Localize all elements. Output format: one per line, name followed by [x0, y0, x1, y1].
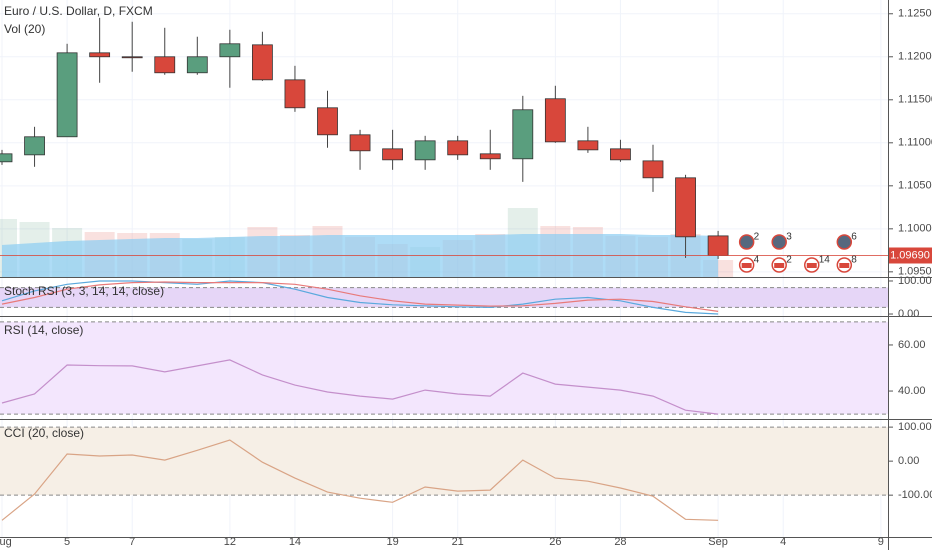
candle-body — [675, 177, 696, 238]
y-tick-label: 1.11000 — [898, 137, 932, 149]
event-count: 4 — [754, 255, 760, 266]
event-icon — [836, 234, 853, 250]
candle-body — [121, 56, 143, 59]
y-tick-label: 1.10000 — [898, 223, 932, 235]
event-count: 14 — [819, 255, 831, 266]
x-tick-label: 21 — [452, 536, 464, 548]
price-axis: 1.12500 1.12000 1.11500 1.11000 1.10500 1.100… — [888, 8, 932, 501]
panel-title: RSI (14, close) — [4, 323, 83, 337]
candle-body — [154, 56, 176, 74]
y-tick-label: 1.09500 — [898, 266, 932, 278]
event-count: 8 — [851, 255, 857, 266]
event-count: 6 — [851, 232, 857, 243]
chart-title: Euro / U.S. Dollar, D, FXCM — [4, 4, 153, 18]
last-price-label: 1.09690 — [890, 249, 930, 261]
y-tick-label: 1.11500 — [898, 94, 932, 106]
candle-body — [382, 148, 404, 161]
y-tick-label: 60.00 — [898, 339, 926, 351]
y-tick-label: 1.12000 — [898, 51, 932, 63]
candle-body — [251, 44, 273, 81]
y-tick-label: -100.00 — [898, 489, 932, 501]
candle-body — [447, 140, 469, 156]
indicator-line — [1, 281, 719, 312]
candle-body — [317, 107, 338, 136]
x-tick-label: 26 — [549, 536, 561, 548]
event-flag — [839, 263, 850, 268]
event-flag — [806, 263, 817, 268]
x-tick-label: 28 — [614, 536, 626, 548]
candle-body — [0, 153, 13, 163]
y-tick-label: 100.00 — [898, 421, 932, 433]
x-tick-label: Sep — [708, 536, 728, 548]
indicator-line — [1, 359, 719, 415]
x-tick-label: 9 — [878, 536, 884, 548]
candle-body — [610, 148, 631, 161]
event-count: 2 — [754, 232, 760, 243]
x-tick-label: 19 — [386, 536, 398, 548]
candle-body — [89, 52, 111, 58]
x-tick-label: Aug — [0, 536, 12, 548]
band-fill — [0, 427, 888, 496]
candle-body — [284, 79, 306, 109]
panel-title: Stoch RSI (3, 3, 14, 14, close) — [4, 284, 164, 298]
event-count: 3 — [786, 232, 792, 243]
indicator-line — [1, 280, 719, 315]
band-fill — [0, 287, 888, 308]
x-tick-label: 5 — [64, 536, 70, 548]
indicator-line — [1, 439, 719, 521]
y-tick-label: 0.00 — [898, 308, 919, 320]
candle-body — [512, 109, 534, 160]
y-tick-label: 1.12500 — [898, 8, 932, 20]
plot-area: 2 3 6 4 2 14 8 — [0, 0, 888, 537]
event-flag — [774, 263, 785, 268]
y-tick-label: 1.10500 — [898, 180, 932, 192]
panel-title: CCI (20, close) — [4, 426, 84, 440]
event-flag — [741, 263, 752, 268]
y-tick-label: 100.00 — [898, 275, 932, 287]
event-icon — [738, 234, 755, 250]
volume-title: Vol (20) — [4, 22, 45, 36]
event-icon — [771, 234, 787, 250]
candle-body — [479, 153, 501, 160]
x-tick-label: 7 — [129, 536, 135, 548]
band-fill — [0, 321, 888, 415]
x-tick-label: 12 — [224, 536, 236, 548]
candle-body — [349, 134, 371, 152]
last-price-box — [889, 247, 932, 264]
y-tick-label: 40.00 — [898, 385, 926, 397]
x-tick-label: 14 — [289, 536, 301, 548]
candle-body — [707, 235, 729, 256]
candle-body — [219, 43, 241, 58]
candle-body — [642, 160, 664, 179]
x-tick-label: 4 — [780, 536, 786, 548]
candle-body — [544, 98, 566, 143]
y-tick-label: 0.00 — [898, 455, 919, 467]
event-count: 2 — [786, 255, 792, 266]
candle-body — [577, 140, 599, 151]
candle-body — [186, 56, 208, 74]
candle-body — [56, 52, 78, 138]
candle-body — [414, 140, 436, 161]
candle-body — [24, 136, 45, 156]
